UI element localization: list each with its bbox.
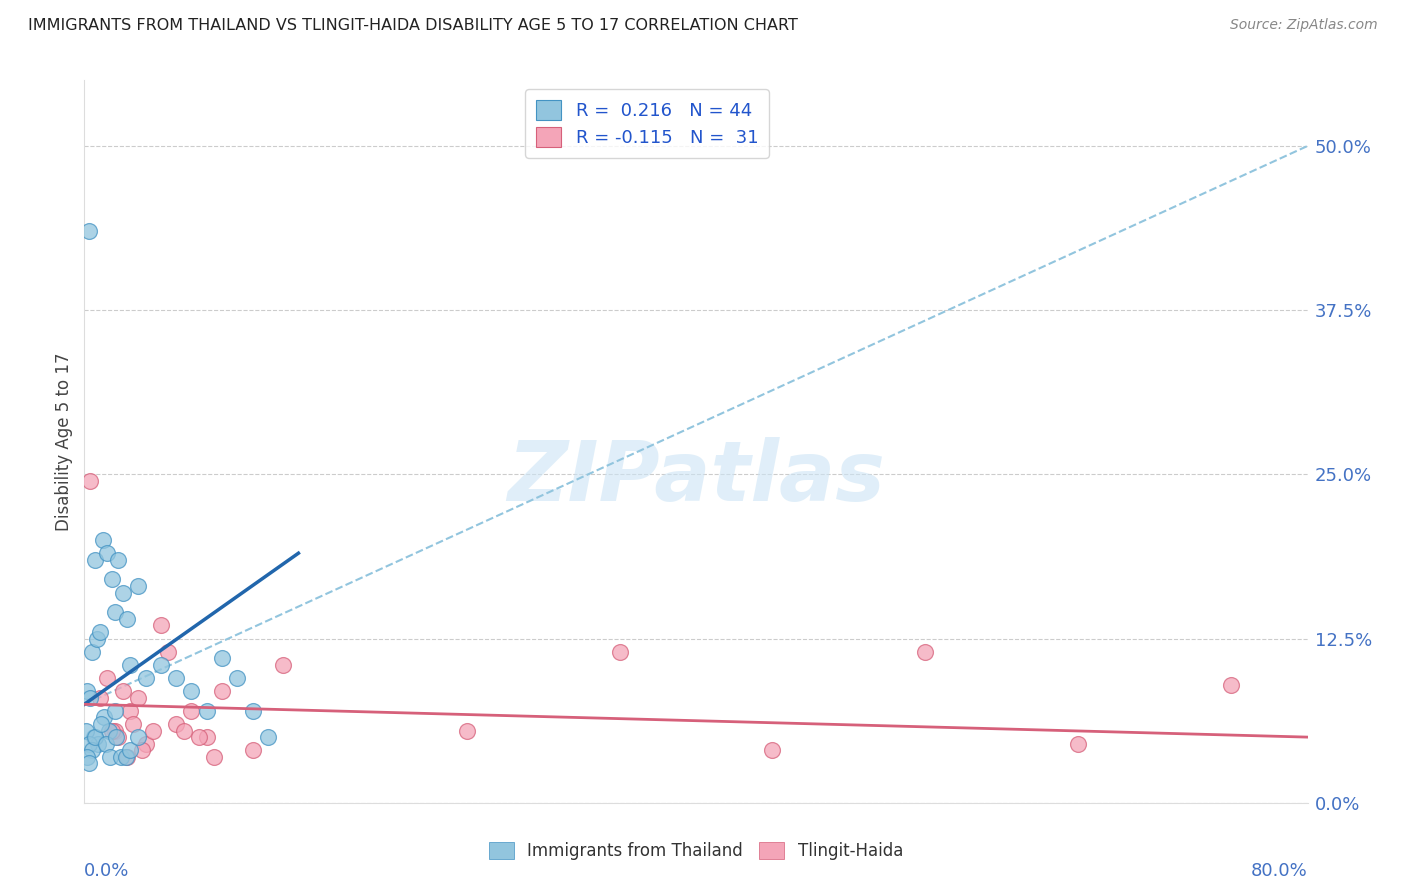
Point xyxy=(96,546,118,560)
Point xyxy=(84,553,107,567)
Point xyxy=(101,573,124,587)
Point xyxy=(456,723,478,738)
Point xyxy=(1067,737,1090,751)
Point xyxy=(149,657,172,672)
Point xyxy=(97,723,120,738)
Point xyxy=(609,645,631,659)
Point xyxy=(127,730,149,744)
Point xyxy=(257,730,280,744)
Point xyxy=(75,723,97,738)
Point xyxy=(180,704,202,718)
Point xyxy=(120,657,142,672)
Point xyxy=(79,474,101,488)
Point xyxy=(173,723,195,738)
Point xyxy=(165,717,187,731)
Point xyxy=(127,579,149,593)
Point xyxy=(135,737,157,751)
Point xyxy=(77,224,100,238)
Point xyxy=(114,749,136,764)
Point xyxy=(149,618,172,632)
Point xyxy=(180,684,202,698)
Point xyxy=(111,684,134,698)
Point xyxy=(157,645,180,659)
Point xyxy=(195,704,218,718)
Point xyxy=(105,730,128,744)
Point xyxy=(77,737,100,751)
Point xyxy=(242,704,264,718)
Point xyxy=(89,690,111,705)
Point xyxy=(242,743,264,757)
Text: Source: ZipAtlas.com: Source: ZipAtlas.com xyxy=(1230,18,1378,32)
Point xyxy=(120,704,142,718)
Point xyxy=(110,749,132,764)
Point xyxy=(104,704,127,718)
Point xyxy=(115,612,138,626)
Point xyxy=(202,749,225,764)
Point xyxy=(122,717,145,731)
Point xyxy=(761,743,783,757)
Text: IMMIGRANTS FROM THAILAND VS TLINGIT-HAIDA DISABILITY AGE 5 TO 17 CORRELATION CHA: IMMIGRANTS FROM THAILAND VS TLINGIT-HAID… xyxy=(28,18,799,33)
Point xyxy=(115,749,138,764)
Legend: Immigrants from Thailand, Tlingit-Haida: Immigrants from Thailand, Tlingit-Haida xyxy=(482,835,910,867)
Point xyxy=(80,743,103,757)
Point xyxy=(96,671,118,685)
Point xyxy=(90,717,112,731)
Point xyxy=(107,730,129,744)
Point xyxy=(76,749,98,764)
Point xyxy=(77,756,100,771)
Point xyxy=(83,730,105,744)
Point xyxy=(211,651,233,665)
Point xyxy=(86,632,108,646)
Point xyxy=(120,743,142,757)
Point xyxy=(84,730,107,744)
Point xyxy=(107,553,129,567)
Point xyxy=(89,625,111,640)
Point xyxy=(135,671,157,685)
Point xyxy=(195,730,218,744)
Point xyxy=(101,723,124,738)
Point xyxy=(111,585,134,599)
Point xyxy=(104,605,127,619)
Point xyxy=(98,749,121,764)
Point xyxy=(188,730,211,744)
Point xyxy=(165,671,187,685)
Point xyxy=(80,645,103,659)
Point xyxy=(104,723,127,738)
Point xyxy=(1220,677,1243,691)
Point xyxy=(76,684,98,698)
Point xyxy=(94,737,117,751)
Point xyxy=(91,533,114,547)
Text: 0.0%: 0.0% xyxy=(84,862,129,880)
Point xyxy=(79,690,101,705)
Point xyxy=(271,657,294,672)
Point xyxy=(142,723,165,738)
Point xyxy=(914,645,936,659)
Point xyxy=(93,710,115,724)
Y-axis label: Disability Age 5 to 17: Disability Age 5 to 17 xyxy=(55,352,73,531)
Text: ZIPatlas: ZIPatlas xyxy=(508,437,884,518)
Point xyxy=(127,690,149,705)
Point xyxy=(131,743,153,757)
Point xyxy=(211,684,233,698)
Point xyxy=(87,737,110,751)
Text: 80.0%: 80.0% xyxy=(1251,862,1308,880)
Point xyxy=(226,671,249,685)
